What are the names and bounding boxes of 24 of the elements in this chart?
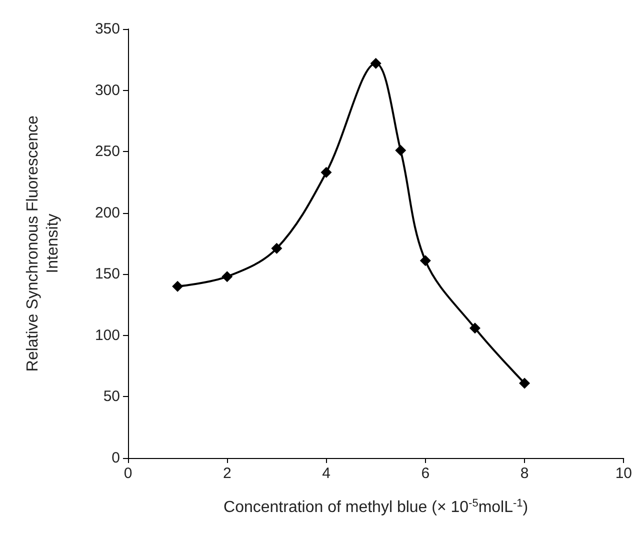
y-axis-title: Relative Synchronous Fluorescence Intensity — [24, 115, 62, 372]
x-tick-label: 0 — [124, 465, 132, 482]
y-tick-label: 350 — [94, 20, 120, 38]
point — [271, 242, 282, 254]
point — [222, 271, 233, 282]
y-tick-label: 100 — [94, 326, 120, 344]
y-tick-label: 0 — [112, 450, 120, 466]
point — [519, 378, 530, 389]
x-tick-label: 2 — [222, 465, 232, 482]
point — [370, 58, 382, 69]
y-tick-label: 150 — [94, 266, 120, 283]
point — [469, 322, 480, 334]
y-tick-label: 200 — [94, 204, 120, 222]
y-tick-label: 250 — [94, 143, 120, 160]
x-tick-label: 4 — [322, 465, 330, 482]
x-tick-label: 10 — [615, 465, 632, 482]
point — [320, 166, 332, 178]
x-tick-label: 6 — [421, 465, 430, 482]
point — [420, 255, 431, 266]
point — [172, 280, 184, 292]
x-tick-label: 8 — [520, 465, 529, 482]
point — [395, 144, 406, 156]
y-tick-label: 300 — [94, 82, 120, 99]
y-tick-label: 50 — [103, 388, 120, 406]
